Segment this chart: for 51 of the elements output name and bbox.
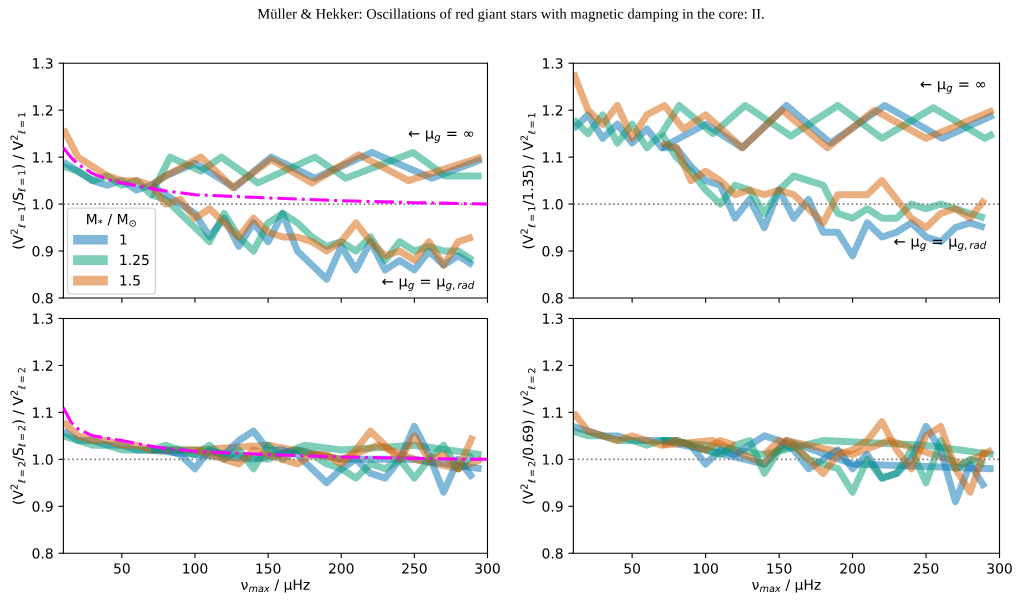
y-tick-label: 1.1: [543, 407, 563, 418]
legend-label: 1.25: [120, 254, 149, 266]
x-tick-label: 250: [402, 563, 427, 574]
y-tick-label: 0.8: [542, 548, 563, 559]
x-tick-label: 300: [987, 563, 1012, 574]
x-tick-label: 250: [913, 563, 939, 574]
y-tick-label: 1.2: [33, 360, 53, 371]
y-tick-label: 1.2: [543, 105, 563, 116]
x-tick-label: 150: [767, 563, 792, 574]
y-tick-label: 1.3: [543, 58, 563, 69]
y-tick-label: 1.3: [33, 58, 53, 69]
y-tick-label: 1.0: [33, 199, 53, 210]
y-tick-label: 1.1: [33, 407, 53, 418]
x-tick-label: 50: [624, 563, 641, 574]
annotation: ← μ$_{g}$ = μ$_{g,rad}$: [894, 238, 987, 251]
y-tick-label: 1.1: [33, 152, 53, 163]
y-axis-title: (V$^{2}$$_{ℓ=1}$/S$_{ℓ=1}$) / V$^{2}$$_{ℓ=1}$: [10, 112, 26, 249]
y-axis-title: (V$^{2}$$_{ℓ=1}$/1.35) / V$^{2}$$_{ℓ=1}$: [520, 113, 536, 249]
x-tick-label: 200: [329, 563, 354, 574]
y-tick-label: 0.8: [32, 292, 53, 304]
y-axis-title: (V$^{2}$$_{ℓ=2}$/S$_{ℓ=2}$) / V$^{2}$$_{ℓ=2}$: [10, 368, 26, 504]
y-tick-label: 1.2: [33, 105, 53, 116]
y-tick-label: 1.0: [543, 199, 563, 210]
y-tick-label: 0.8: [32, 548, 53, 559]
y-tick-label: 0.9: [542, 501, 563, 512]
y-tick-label: 0.8: [542, 292, 563, 304]
x-axis-title: ν$_{max}$ / μHz: [241, 579, 310, 593]
y-tick-label: 1.2: [543, 360, 563, 371]
y-tick-label: 0.9: [32, 246, 53, 257]
y-tick-label: 0.9: [32, 501, 53, 512]
x-tick-label: 150: [256, 563, 281, 574]
y-tick-label: 1.3: [543, 313, 563, 324]
annotation: ← μ$_{g}$ = μ$_{g,rad}$: [382, 278, 475, 291]
y-tick-label: 1.1: [543, 152, 563, 163]
x-axis-title: ν$_{max}$ / μHz: [752, 579, 821, 593]
annotation: ← μ$_{g}$ = ∞: [920, 81, 986, 94]
x-tick-label: 100: [183, 563, 208, 574]
y-tick-label: 1.0: [33, 454, 53, 465]
x-tick-label: 200: [840, 563, 865, 574]
y-tick-label: 1.0: [543, 454, 563, 465]
annotation: ← μ$_{g}$ = ∞: [408, 130, 474, 143]
x-tick-label: 300: [475, 563, 500, 574]
y-tick-label: 1.3: [33, 313, 53, 324]
legend-label: 1: [120, 234, 127, 245]
x-tick-label: 100: [693, 563, 718, 574]
y-tick-label: 0.9: [542, 246, 563, 257]
chart-title: Müller & Hekker: Oscillations of red giant stars with magnetic damping in the core: II.: [257, 8, 764, 22]
legend-title: M$_{*}$ / M$_{⊙}$: [87, 214, 136, 227]
legend-label: 1.5: [120, 275, 140, 286]
y-axis-title: (V$^{2}$$_{ℓ=2}$/0.69) / V$^{2}$$_{ℓ=2}$: [520, 368, 536, 504]
x-tick-label: 50: [114, 563, 130, 574]
